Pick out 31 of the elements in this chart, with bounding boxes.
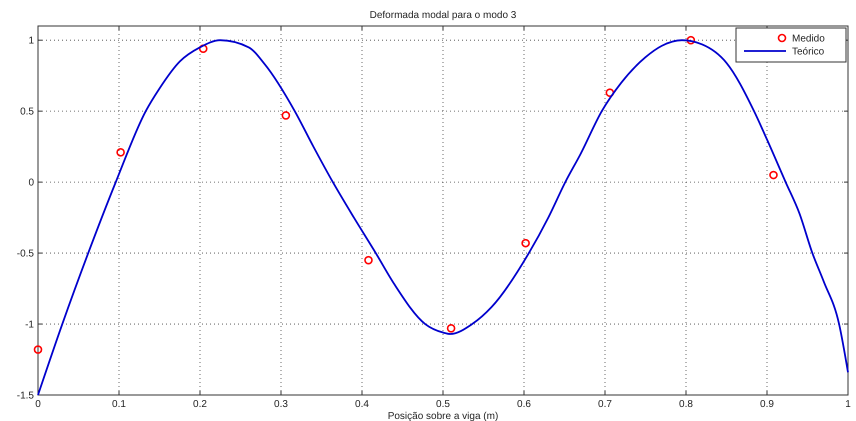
x-tick-label: 0.6 [517, 399, 532, 410]
point [446, 324, 456, 333]
x-tick-label: 0.7 [598, 399, 612, 410]
point [686, 36, 696, 44]
point [116, 148, 125, 157]
legend-label: Teórico [792, 46, 825, 58]
point [521, 238, 530, 248]
x-tick-label: 0 [35, 399, 42, 410]
point [198, 44, 208, 54]
x-tick-label: 0.3 [274, 399, 288, 410]
point [769, 170, 778, 180]
point [34, 345, 42, 354]
y-tick-label: -1 [25, 320, 34, 331]
x-tick-label: 0.2 [193, 399, 208, 410]
y-tick-label: 0.5 [20, 106, 34, 118]
y-tick-label: -0.5 [16, 248, 34, 260]
y-tick-label: -1.5 [16, 390, 34, 402]
y-tick-label: 1 [28, 36, 34, 47]
point [606, 88, 614, 98]
x-tick-label: 0.5 [436, 399, 450, 410]
chart-title: Deformada modal para o modo 3 [370, 10, 517, 21]
x-tick-label: 0.1 [112, 399, 126, 410]
x-tick-label: 0.9 [760, 399, 774, 410]
x-tick-label: 0.8 [679, 399, 694, 410]
x-tick-label: 1 [845, 399, 852, 410]
point [364, 256, 373, 264]
legend-label: Medido [792, 34, 826, 44]
x-tick-label: 0.4 [355, 399, 370, 410]
x-axis-title: Posição sobre a viga (m) [388, 411, 498, 421]
y-tick-label: 0 [28, 178, 34, 189]
point [282, 111, 290, 120]
